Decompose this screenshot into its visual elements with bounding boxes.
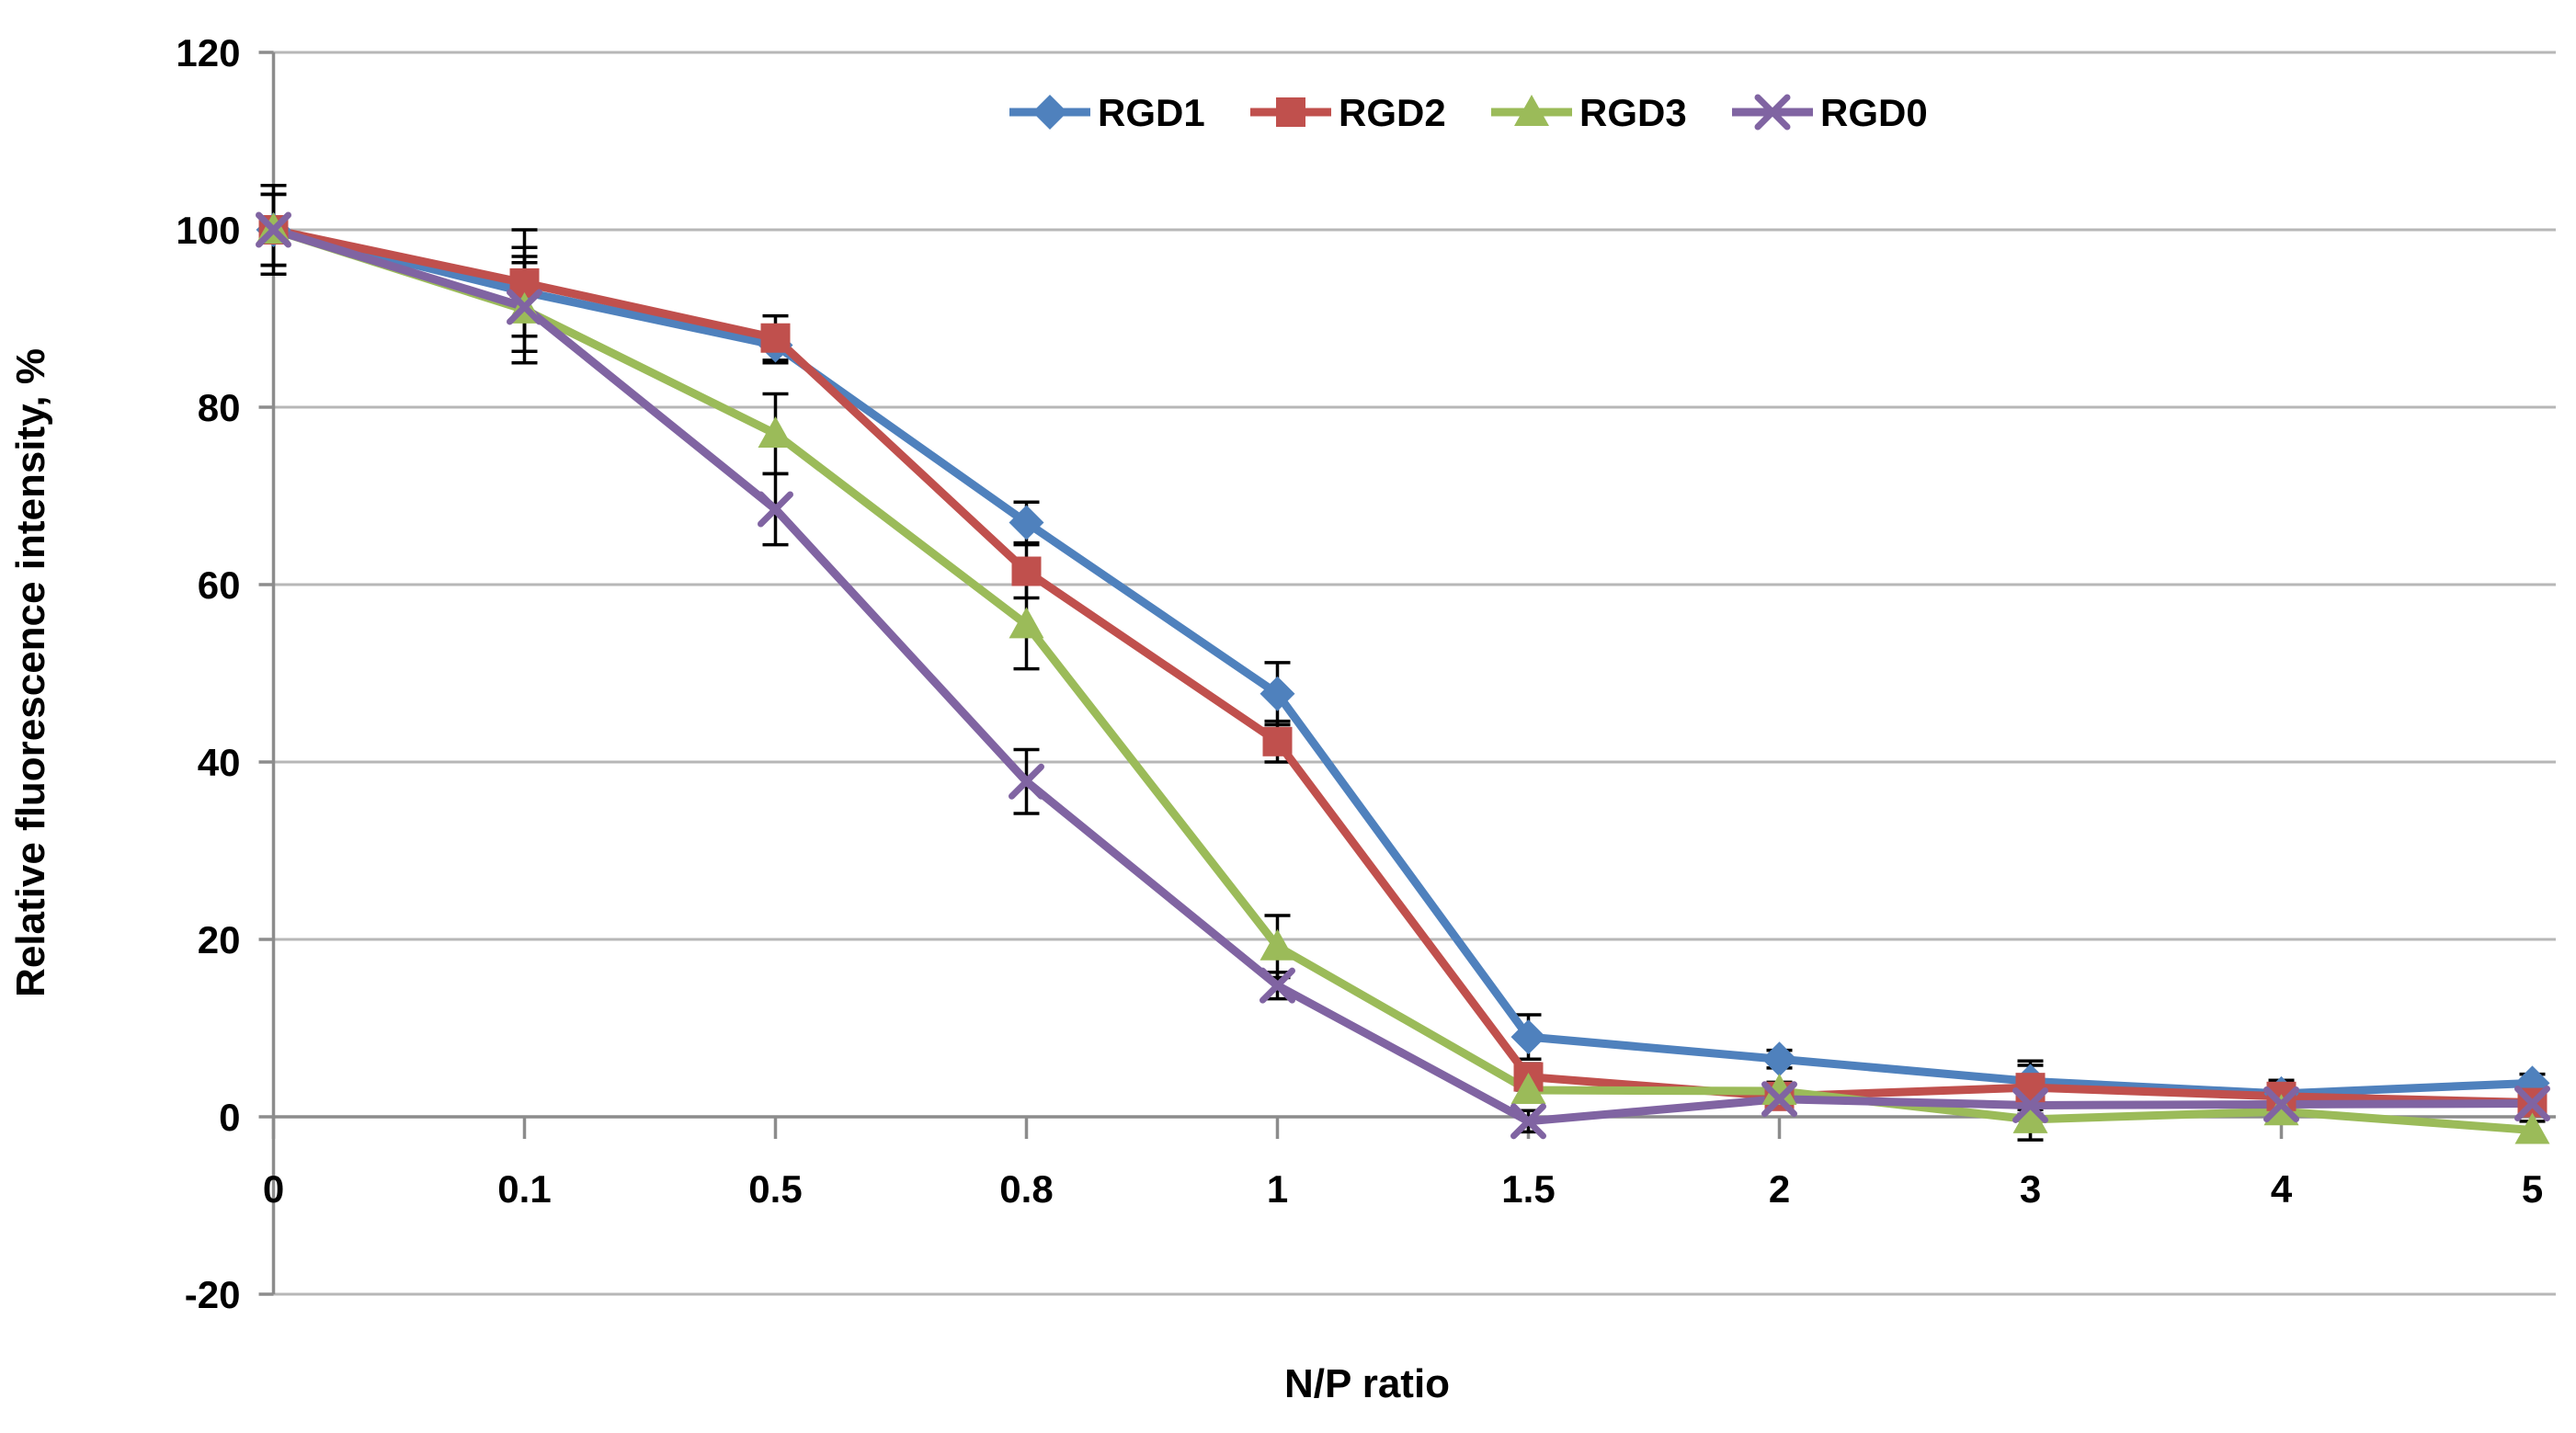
y-tick-label: 120 (176, 31, 240, 74)
legend-label: RGD2 (1339, 91, 1446, 134)
y-axis-title: Relative fluorescence intensity, % (8, 348, 53, 997)
x-tick-label: 1 (1267, 1167, 1288, 1211)
marker-RGD2 (1011, 556, 1042, 586)
marker-RGD1 (1510, 1019, 1546, 1055)
marker-RGD0 (758, 491, 793, 528)
series-line-RGD1 (269, 225, 2536, 1098)
x-tick-label: 0.1 (497, 1167, 551, 1211)
legend-marker-RGD0 (1754, 94, 1791, 131)
marker-RGD3 (1761, 1074, 1797, 1106)
marker-RGD0 (1761, 1081, 1797, 1118)
marker-RGD3 (758, 415, 793, 448)
y-tick-label: 60 (198, 563, 241, 607)
x-tick-label: 2 (1769, 1167, 1790, 1211)
legend-marker-RGD2 (1276, 97, 1305, 127)
series-line-RGD3 (269, 225, 2536, 1134)
legend-marker-RGD3 (1514, 95, 1549, 126)
marker-RGD0 (2263, 1086, 2299, 1122)
marker-RGD0 (256, 211, 291, 248)
marker-RGD0 (1260, 967, 1295, 1004)
y-tick-label: -20 (185, 1273, 241, 1316)
marker-RGD0 (1510, 1103, 1546, 1140)
marker-RGD0 (2012, 1086, 2048, 1123)
y-tick-label: 80 (198, 386, 241, 429)
x-tick-label: 5 (2522, 1167, 2543, 1211)
legend-label: RGD1 (1098, 91, 1205, 134)
legend-label: RGD3 (1579, 91, 1687, 134)
marker-RGD0 (507, 289, 542, 325)
x-tick-label: 4 (2271, 1167, 2293, 1211)
legend-label: RGD0 (1820, 91, 1928, 134)
series-markers-RGD3 (256, 212, 2550, 1144)
marker-RGD3 (1260, 928, 1295, 961)
marker-RGD2 (760, 323, 791, 353)
axis-labels: -20 0 20 40 60 80 100 120 0 0.1 0.5 0.8 1 1.5 2 3 4 5 (176, 31, 2543, 1316)
legend-item-RGD2: RGD2 (1250, 91, 1446, 134)
series-line-RGD0 (269, 225, 2536, 1126)
legend-item-RGD0: RGD0 (1732, 91, 1928, 134)
series-markers-RGD0 (256, 211, 2550, 1140)
y-tick-label: 100 (176, 209, 240, 252)
marker-RGD3 (1009, 607, 1044, 639)
legend-marker-RGD1 (1032, 95, 1067, 130)
y-tick-label: 0 (219, 1096, 240, 1139)
series-line-RGD2 (269, 225, 2536, 1108)
y-tick-label: 20 (198, 918, 241, 961)
marker-RGD1 (1009, 505, 1044, 540)
legend: RGD1 RGD2 RGD3 RGD0 (1009, 91, 1928, 134)
legend-item-RGD1: RGD1 (1009, 91, 1205, 134)
marker-RGD3 (2514, 1112, 2550, 1144)
legend-item-RGD3: RGD3 (1491, 91, 1687, 134)
marker-RGD0 (1009, 763, 1044, 800)
x-tick-label: 1.5 (1501, 1167, 1555, 1211)
marker-RGD0 (2514, 1086, 2550, 1122)
x-axis-title: N/P ratio (1284, 1361, 1450, 1406)
marker-RGD1 (1761, 1041, 1797, 1077)
x-tick-label: 3 (2020, 1167, 2041, 1211)
marker-RGD3 (1510, 1073, 1546, 1105)
marker-RGD1 (1260, 676, 1295, 711)
y-tick-label: 40 (198, 741, 241, 784)
marker-RGD3 (2012, 1101, 2048, 1133)
x-tick-label: 0.8 (999, 1167, 1053, 1211)
x-tick-label: 0.5 (748, 1167, 802, 1211)
marker-RGD2 (1262, 726, 1293, 756)
x-tick-label: 0 (263, 1167, 284, 1211)
error-bars (260, 184, 2546, 1142)
